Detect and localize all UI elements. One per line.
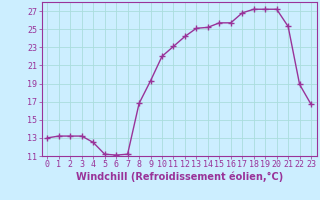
X-axis label: Windchill (Refroidissement éolien,°C): Windchill (Refroidissement éolien,°C) [76, 172, 283, 182]
